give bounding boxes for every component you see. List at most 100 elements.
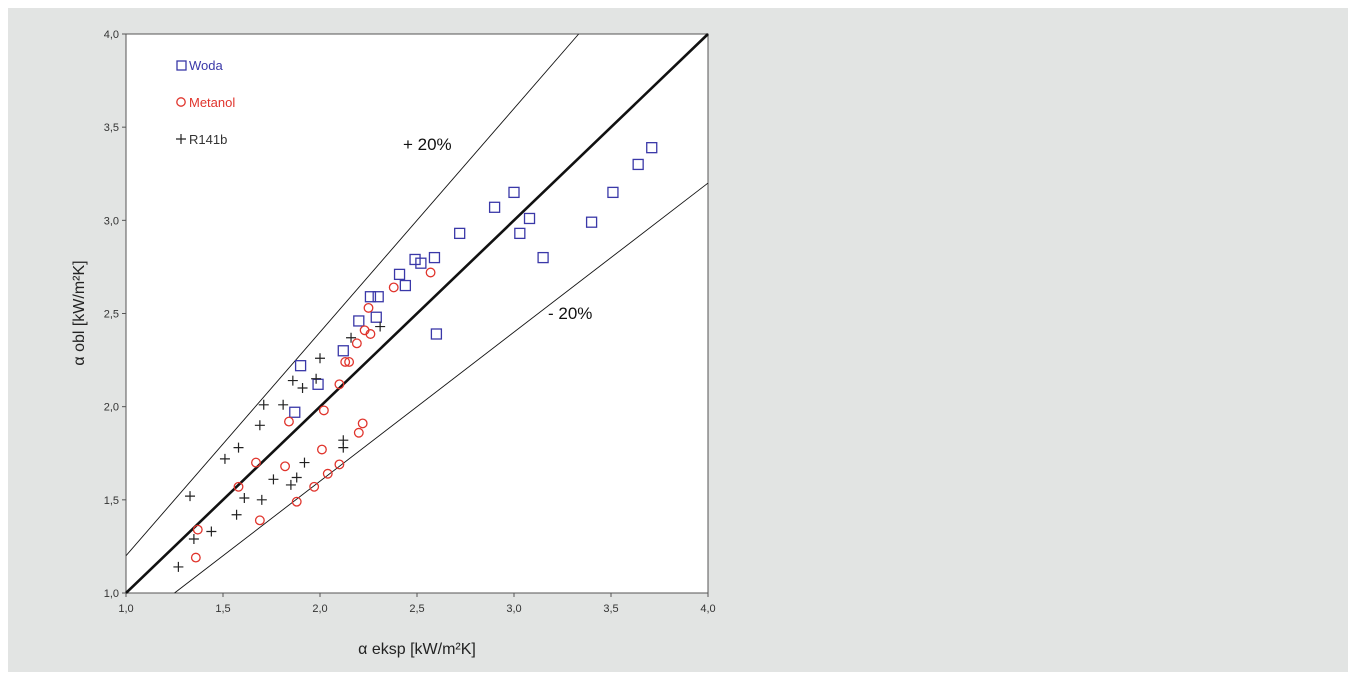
woda-point — [585, 216, 598, 228]
woda-point — [488, 201, 501, 213]
woda-point — [428, 251, 441, 264]
metanol-point — [388, 282, 399, 293]
woda-point — [372, 291, 384, 303]
woda-point — [454, 227, 466, 240]
metanol-point — [251, 457, 261, 468]
woda-point — [646, 142, 658, 154]
woda-point — [393, 268, 406, 281]
r141b-point — [311, 373, 322, 384]
y-tick-label: 2,5 — [104, 309, 119, 321]
woda-point — [632, 158, 644, 171]
x-tick-label: 2,0 — [312, 603, 327, 615]
minus-20-annotation: - 20% — [548, 304, 592, 323]
woda-point — [294, 360, 307, 372]
x-tick-label: 4,0 — [700, 603, 715, 615]
woda-point — [353, 315, 365, 327]
metanol-point — [284, 416, 294, 427]
r141b-point — [346, 332, 357, 343]
woda-point — [399, 279, 412, 292]
metanol-point — [344, 356, 355, 367]
scatter-chart: 1,0 1,5 2,0 2,5 3,0 3,5 4,0 1,0 1,5 2,0 2,5 3,0 3,5 4… — [71, 29, 716, 658]
woda-point — [607, 186, 619, 199]
x-tick-label: 3,0 — [506, 603, 521, 615]
y-tick-label: 1,5 — [104, 495, 119, 507]
plus-20-annotation: + 20% — [403, 135, 452, 154]
woda-point — [430, 328, 443, 340]
x-tick-label: 1,0 — [118, 603, 133, 615]
r141b-point — [291, 472, 302, 483]
metanol-point — [192, 524, 203, 535]
metanol-point — [233, 481, 244, 492]
legend: Woda Metanol R141b — [176, 58, 235, 147]
r141b-point — [285, 479, 296, 490]
metanol-point — [309, 481, 320, 492]
r141b-point — [173, 561, 184, 572]
reference-line-plus-20 — [125, 33, 580, 557]
axis-ticks: 1,0 1,5 2,0 2,5 3,0 3,5 4,0 1,0 1,5 2,0 2,5 3,0 3,5 4… — [104, 29, 716, 615]
woda-point — [537, 251, 549, 264]
woda-point — [508, 186, 520, 199]
woda-point — [289, 406, 301, 418]
r141b-point — [233, 442, 244, 453]
metanol-point — [291, 496, 302, 507]
legend-woda-marker — [176, 60, 187, 71]
r141b-point — [338, 435, 349, 446]
r141b-point — [278, 399, 289, 410]
woda-point — [409, 253, 421, 266]
metanol-point — [334, 459, 345, 470]
y-tick-label: 4,0 — [104, 29, 119, 41]
metanol-point — [318, 405, 329, 416]
legend-r141b-marker — [176, 134, 186, 144]
x-tick-label: 3,5 — [603, 603, 618, 615]
r141b-point — [219, 453, 230, 464]
metanol-point — [363, 302, 374, 313]
y-tick-label: 3,0 — [104, 215, 119, 227]
metanol-point — [357, 418, 368, 429]
x-axis-title: α eksp [kW/m²K] — [358, 641, 476, 658]
r141b-point — [254, 420, 265, 431]
metanol-point — [351, 338, 362, 349]
r141b-point — [188, 533, 199, 544]
r141b-point — [297, 383, 308, 394]
metanol-point — [190, 552, 201, 563]
metanol-point — [280, 461, 291, 472]
y-tick-label: 2,0 — [104, 402, 119, 414]
metanol-point — [425, 267, 436, 278]
data-points — [173, 142, 658, 572]
woda-point — [514, 227, 526, 240]
reference-lines — [125, 33, 709, 594]
r141b-point — [268, 474, 279, 485]
metanol-point — [322, 468, 333, 479]
r141b-point — [287, 375, 298, 386]
y-axis-title: α obl [kW/m²K] — [71, 260, 88, 365]
chart-panel: 1,0 1,5 2,0 2,5 3,0 3,5 4,0 1,0 1,5 2,0 2,5 3,0 3,5 4… — [8, 8, 1348, 672]
y-tick-label: 1,0 — [104, 588, 119, 600]
metanol-point — [353, 427, 364, 438]
woda-point — [370, 311, 382, 323]
metanol-point — [254, 515, 265, 526]
woda-point — [364, 291, 377, 303]
x-tick-label: 1,5 — [215, 603, 230, 615]
r141b-point — [256, 494, 267, 505]
r141b-point — [375, 321, 386, 332]
metanol-point — [316, 444, 327, 455]
reference-line-minus-20 — [174, 182, 709, 594]
metanol-point — [340, 356, 351, 367]
woda-point — [337, 345, 349, 357]
r141b-point — [231, 509, 242, 520]
woda-point — [415, 257, 427, 269]
r141b-point — [206, 526, 217, 537]
legend-metanol-marker — [176, 97, 186, 107]
r141b-point — [299, 457, 310, 468]
r141b-point — [239, 492, 250, 503]
r141b-point — [258, 399, 269, 410]
woda-point — [523, 212, 536, 225]
metanol-point — [365, 329, 376, 339]
legend-metanol-label: Metanol — [189, 95, 235, 110]
reference-line-identity — [125, 33, 709, 594]
legend-r141b-label: R141b — [189, 132, 227, 147]
x-tick-label: 2,5 — [409, 603, 424, 615]
r141b-point — [315, 353, 325, 364]
r141b-point — [185, 491, 196, 502]
legend-woda-label: Woda — [189, 58, 223, 73]
